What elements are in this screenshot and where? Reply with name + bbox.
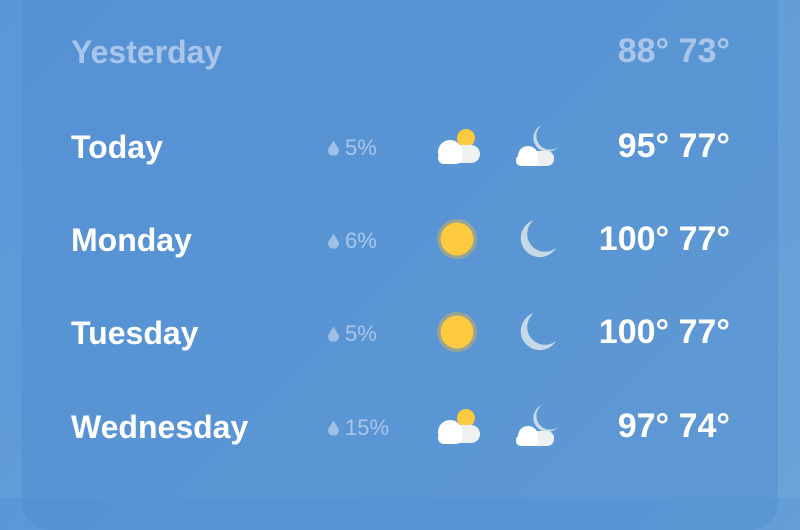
- forecast-row[interactable]: Wednesday 15% 97° 74°: [0, 397, 800, 457]
- forecast-card: [22, 0, 778, 530]
- day-label: Yesterday: [71, 34, 223, 70]
- moon-icon: [512, 216, 562, 262]
- day-label: Wednesday: [71, 409, 249, 445]
- precipitation: 5%: [328, 321, 377, 347]
- raindrop-icon: [328, 326, 339, 342]
- moon-icon: [512, 309, 562, 355]
- high-temp: 100°: [598, 313, 670, 351]
- low-temp: 77°: [678, 127, 730, 165]
- high-temp: 95°: [617, 127, 670, 165]
- precipitation: 15%: [328, 415, 389, 441]
- day-label: Tuesday: [71, 315, 199, 351]
- temperatures: 95° 77°: [618, 127, 730, 166]
- partly-cloudy-night-icon: [512, 123, 562, 169]
- day-label: Today: [71, 129, 163, 165]
- forecast-row[interactable]: Tuesday 5% 100° 77°: [0, 303, 800, 363]
- forecast-row[interactable]: Monday 6% 100° 77°: [0, 210, 800, 270]
- forecast-row[interactable]: Today 5% 95° 77°: [0, 117, 800, 177]
- temperatures: 100° 77°: [599, 220, 730, 259]
- forecast-row[interactable]: Yesterday 88° 73°: [0, 22, 800, 82]
- raindrop-icon: [328, 420, 339, 436]
- low-temp: 74°: [678, 407, 730, 445]
- precipitation: 6%: [328, 228, 377, 254]
- sun-icon: [432, 216, 482, 262]
- low-temp: 77°: [678, 313, 730, 351]
- high-temp: 100°: [598, 220, 670, 258]
- low-temp: 77°: [678, 220, 730, 258]
- temperatures: 97° 74°: [618, 407, 730, 446]
- precip-chance: 6%: [345, 228, 377, 253]
- precip-chance: 5%: [345, 321, 377, 346]
- temperatures: 88° 73°: [618, 32, 730, 71]
- sun-icon: [432, 309, 482, 355]
- high-temp: 97°: [617, 407, 670, 445]
- precip-chance: 15%: [345, 415, 390, 440]
- partly-cloudy-day-icon: [432, 403, 482, 449]
- raindrop-icon: [328, 140, 339, 156]
- day-label: Monday: [71, 222, 192, 258]
- low-temp: 73°: [678, 32, 730, 70]
- high-temp: 88°: [617, 32, 670, 70]
- precip-chance: 5%: [345, 135, 377, 160]
- temperatures: 100° 77°: [599, 313, 730, 352]
- precipitation: 5%: [328, 135, 377, 161]
- partly-cloudy-day-icon: [432, 123, 482, 169]
- raindrop-icon: [328, 233, 339, 249]
- partly-cloudy-night-icon: [512, 403, 562, 449]
